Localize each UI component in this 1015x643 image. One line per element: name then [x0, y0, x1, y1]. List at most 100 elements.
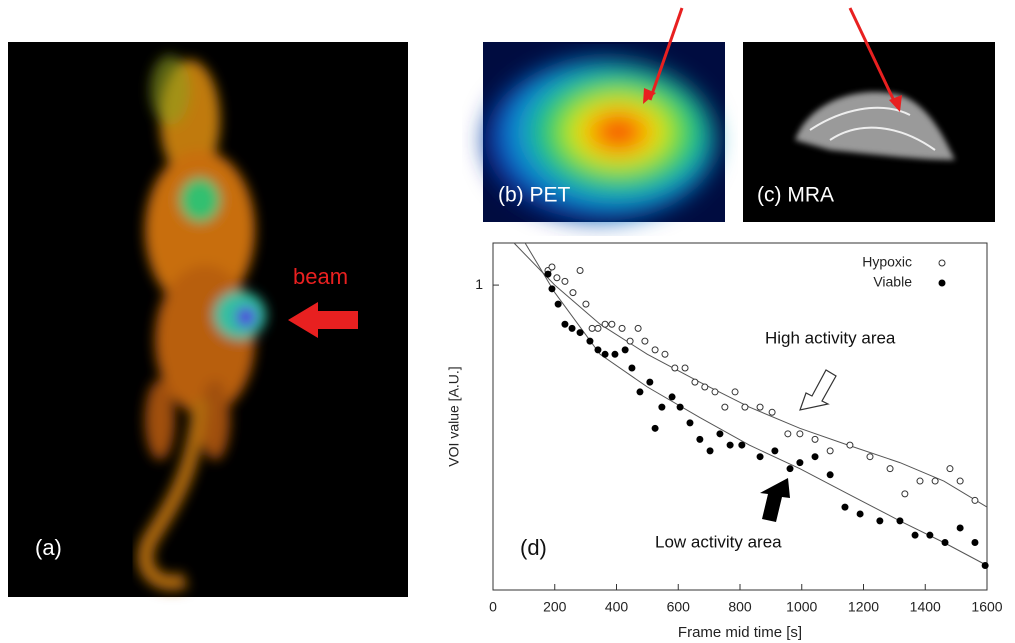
data-point	[697, 436, 703, 442]
data-point	[587, 338, 593, 344]
data-point	[545, 271, 551, 277]
data-point	[637, 389, 643, 395]
data-point	[562, 278, 568, 284]
data-point	[702, 384, 708, 390]
data-point	[627, 338, 633, 344]
data-point	[629, 365, 635, 371]
panel-label: (d)	[520, 535, 547, 560]
data-point	[602, 351, 608, 357]
data-point	[595, 325, 601, 331]
data-point	[662, 351, 668, 357]
annotation: High activity area	[765, 328, 896, 347]
page: {"panels": {"a": "(a)", "beam": "beam", …	[0, 0, 1015, 643]
data-point	[797, 460, 803, 466]
x-tick-label: 0	[489, 599, 497, 615]
data-point	[812, 454, 818, 460]
data-point	[577, 268, 583, 274]
y-tick-label: 1	[475, 276, 483, 292]
beam-label: beam	[293, 264, 348, 289]
x-tick-label: 200	[543, 599, 567, 615]
legend-marker	[939, 280, 945, 286]
data-point	[682, 365, 688, 371]
data-point	[847, 442, 853, 448]
data-point	[972, 497, 978, 503]
annotation-arrow	[800, 370, 836, 410]
data-point	[659, 404, 665, 410]
data-point	[677, 404, 683, 410]
panel-label: (a)	[35, 535, 62, 560]
data-point	[619, 325, 625, 331]
data-point	[687, 420, 693, 426]
data-point	[887, 466, 893, 472]
panel-label: (c) MRA	[757, 184, 834, 207]
x-tick-label: 800	[728, 599, 752, 615]
data-point	[672, 365, 678, 371]
data-point	[555, 301, 561, 307]
x-tick-label: 400	[605, 599, 629, 615]
data-point	[877, 518, 883, 524]
data-point	[652, 425, 658, 431]
x-tick-label: 1000	[786, 599, 817, 615]
data-point	[902, 491, 908, 497]
legend-label: Viable	[873, 274, 912, 290]
data-point	[612, 351, 618, 357]
data-point	[927, 532, 933, 538]
data-point	[707, 448, 713, 454]
panel-label: (b) PET	[498, 184, 571, 207]
data-point	[583, 301, 589, 307]
data-point	[609, 321, 615, 327]
data-point	[742, 404, 748, 410]
data-point	[727, 442, 733, 448]
fit-curve	[514, 243, 987, 507]
data-point	[549, 286, 555, 292]
data-point	[570, 290, 576, 296]
data-point	[942, 540, 948, 546]
panel-b: (b) PET	[483, 42, 725, 222]
data-point	[622, 347, 628, 353]
data-point	[712, 389, 718, 395]
data-point	[739, 442, 745, 448]
data-point	[589, 325, 595, 331]
data-point	[957, 525, 963, 531]
panel-d: 020040060080010001200140016001Frame mid …	[446, 243, 1003, 641]
data-point	[569, 325, 575, 331]
data-point	[857, 511, 863, 517]
data-point	[562, 321, 568, 327]
data-point	[827, 472, 833, 478]
data-point	[652, 347, 658, 353]
data-point	[602, 321, 608, 327]
legend-marker	[939, 260, 945, 266]
data-point	[982, 563, 988, 569]
data-point	[812, 436, 818, 442]
data-point	[785, 431, 791, 437]
data-point	[917, 478, 923, 484]
data-point	[932, 478, 938, 484]
data-point	[769, 409, 775, 415]
data-point	[897, 518, 903, 524]
legend-label: Hypoxic	[862, 254, 912, 270]
data-point	[692, 379, 698, 385]
data-point	[787, 466, 793, 472]
data-point	[842, 504, 848, 510]
annotation-arrow	[760, 478, 790, 522]
data-point	[772, 448, 778, 454]
data-point	[827, 448, 833, 454]
x-tick-label: 1200	[848, 599, 879, 615]
x-axis-label: Frame mid time [s]	[678, 624, 802, 641]
x-tick-label: 1400	[910, 599, 941, 615]
data-point	[867, 454, 873, 460]
panel-a: (a) beam	[8, 42, 408, 597]
data-point	[972, 540, 978, 546]
annotation: Low activity area	[655, 532, 782, 551]
data-point	[647, 379, 653, 385]
x-tick-label: 600	[667, 599, 691, 615]
data-point	[595, 347, 601, 353]
data-point	[757, 454, 763, 460]
data-point	[554, 275, 560, 281]
data-point	[912, 532, 918, 538]
panel-c: (c) MRA	[743, 42, 995, 222]
data-point	[957, 478, 963, 484]
data-point	[947, 466, 953, 472]
data-point	[717, 431, 723, 437]
data-point	[549, 264, 555, 270]
